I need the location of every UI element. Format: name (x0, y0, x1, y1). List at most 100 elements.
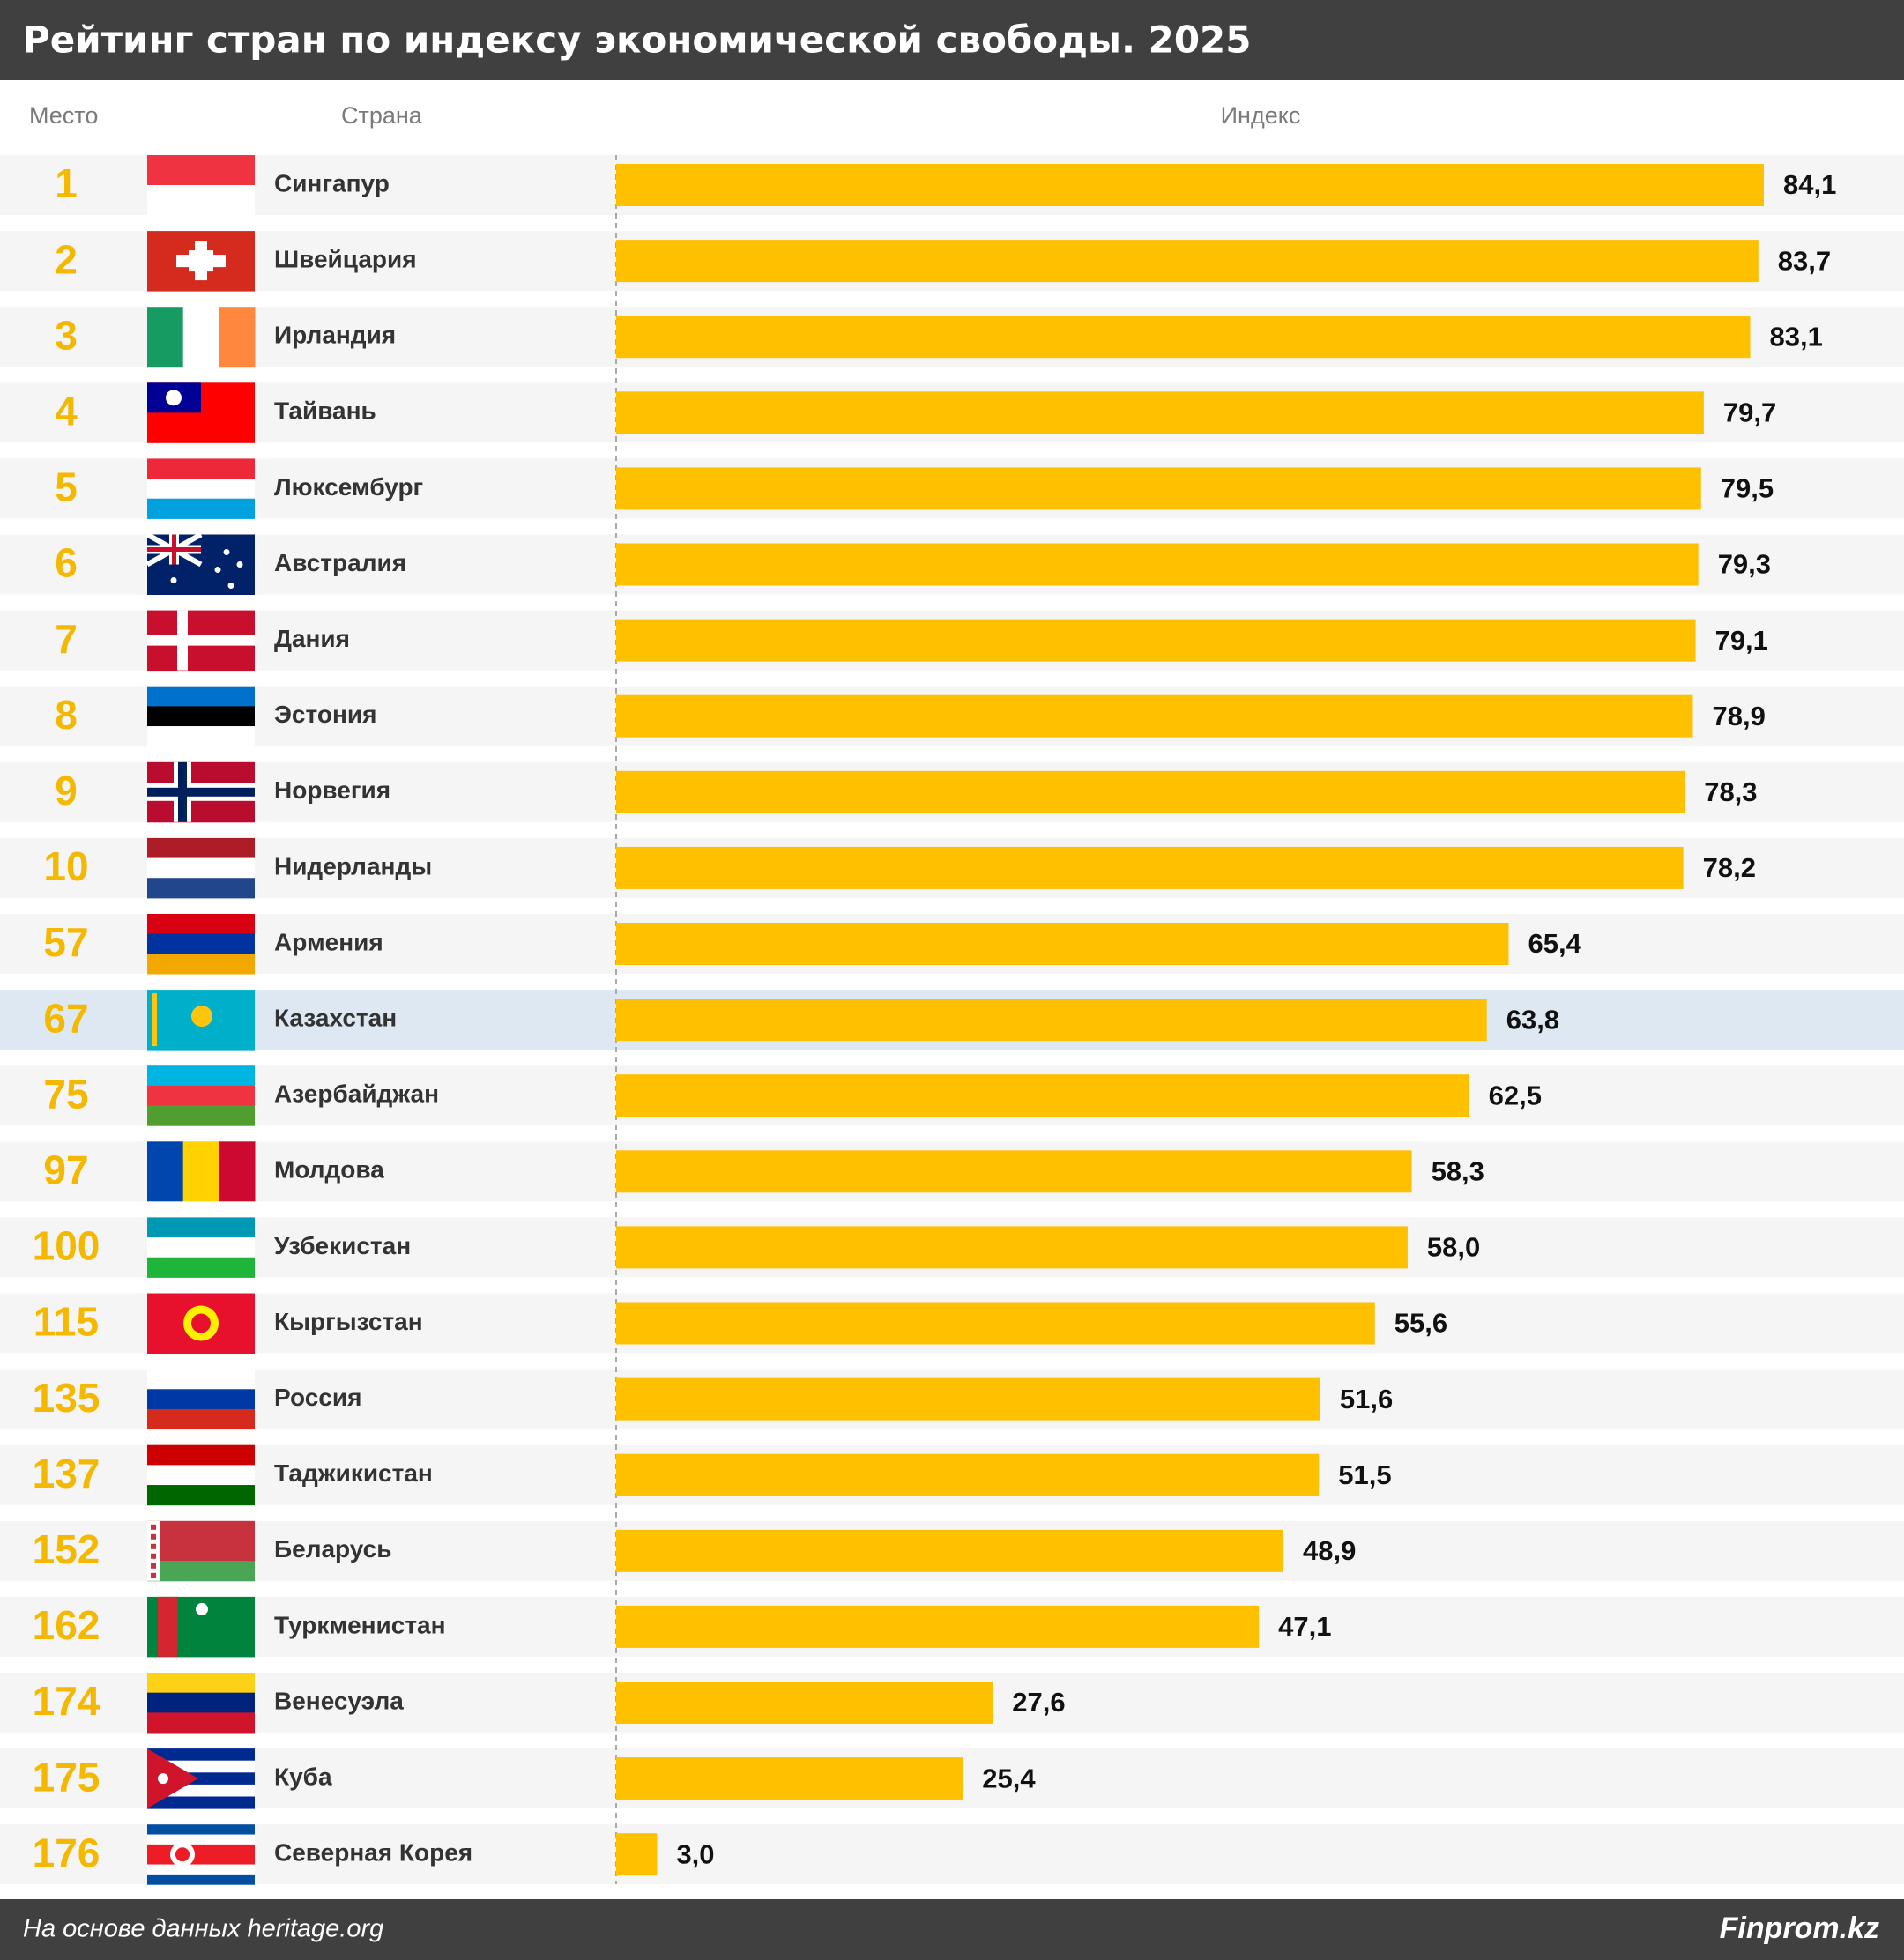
flag-stripe (147, 858, 255, 879)
flag-detail (158, 1596, 177, 1657)
rank: 10 (43, 843, 88, 889)
flag (147, 1444, 255, 1506)
bar (616, 467, 1701, 510)
flag-stripe (147, 933, 255, 954)
bar (616, 1529, 1284, 1572)
value-label: 58,3 (1432, 1155, 1484, 1186)
rank: 175 (33, 1754, 100, 1800)
rank: 135 (33, 1375, 100, 1421)
flag-stripe (147, 1237, 255, 1258)
value-label: 79,7 (1723, 397, 1776, 427)
flag-detail (151, 1524, 156, 1530)
flag-stripe (219, 307, 256, 368)
country-name: Куба (274, 1763, 332, 1790)
rank: 1 (55, 160, 78, 206)
rank: 115 (33, 1299, 99, 1345)
flag-stripe (147, 1854, 255, 1866)
rank: 75 (43, 1071, 88, 1117)
country-name: Азербайджан (274, 1080, 439, 1108)
bar (616, 543, 1699, 586)
rank: 174 (33, 1678, 100, 1724)
flag-detail (151, 1572, 156, 1578)
value-label: 78,9 (1712, 701, 1765, 731)
flag-detail (170, 577, 177, 583)
bar (616, 694, 1693, 738)
country-name: Северная Корея (274, 1839, 472, 1867)
rank: 7 (55, 616, 78, 662)
flag-stripe (147, 1485, 255, 1506)
flag-stripe (147, 1796, 255, 1809)
flag-stripe (147, 1673, 255, 1694)
rank: 2 (55, 236, 78, 282)
country-name: Дания (274, 625, 350, 652)
flag (147, 1293, 255, 1354)
flag (147, 382, 255, 443)
flag-stripe (147, 1844, 255, 1855)
flag-stripe (147, 155, 255, 186)
flag-stripe (147, 1864, 255, 1875)
rank: 5 (55, 464, 78, 510)
rank: 6 (55, 540, 78, 586)
flag-stripe (147, 1692, 255, 1713)
rank: 4 (55, 388, 78, 434)
country-name: Люксембург (274, 473, 423, 501)
chart-title: Рейтинг стран по индексу экономической с… (23, 19, 1252, 62)
bar (616, 1453, 1320, 1496)
rank: 9 (55, 768, 78, 813)
flag-stripe (147, 1141, 184, 1202)
value-label: 63,8 (1506, 1004, 1559, 1035)
flag-detail (196, 1602, 208, 1615)
flag-detail (151, 1533, 156, 1540)
flag-stripe (182, 1141, 219, 1202)
country-name: Эстония (274, 701, 376, 728)
flag (147, 1520, 255, 1582)
bar (616, 619, 1696, 662)
flag-stripe (147, 1712, 255, 1734)
country-name: Туркменистан (274, 1611, 446, 1638)
country-name: Таджикистан (274, 1459, 433, 1487)
country-name: Швейцария (274, 245, 417, 272)
flag-stripe (147, 498, 255, 519)
flag (147, 1673, 255, 1734)
flag-detail (151, 1553, 156, 1559)
flag-stripe (147, 1217, 255, 1238)
flag (145, 531, 255, 595)
flag-stripe (147, 837, 255, 859)
flag-stripe (147, 1389, 255, 1410)
brand: Finprom.kz (1720, 1912, 1879, 1945)
flag (147, 458, 255, 519)
value-label: 79,1 (1715, 625, 1768, 656)
flag-stripe (147, 914, 255, 935)
flag-stripe (147, 878, 255, 899)
value-label: 79,3 (1718, 549, 1771, 580)
flag (147, 231, 255, 292)
flag (147, 837, 255, 899)
flag-stripe (147, 1748, 255, 1762)
flag-stripe (147, 726, 255, 747)
rank: 3 (55, 312, 78, 358)
value-label: 3,0 (676, 1838, 714, 1869)
value-label: 55,6 (1395, 1308, 1447, 1339)
bar (616, 923, 1509, 965)
flag-stripe (147, 1257, 255, 1278)
flag-detail (227, 583, 234, 589)
bar (616, 1682, 993, 1724)
value-label: 83,1 (1770, 321, 1823, 352)
flag (147, 155, 255, 216)
value-label: 78,3 (1704, 776, 1757, 807)
source: На основе данных heritage.org (23, 1915, 383, 1943)
flag-detail (147, 1520, 160, 1581)
value-label: 79,5 (1721, 473, 1774, 504)
flag-detail (151, 1563, 156, 1569)
flag-detail (214, 567, 221, 573)
rank: 100 (33, 1223, 100, 1269)
country-name: Сингапур (274, 169, 390, 197)
value-label: 51,6 (1340, 1384, 1393, 1414)
flag (147, 1748, 255, 1809)
bar (616, 1226, 1408, 1269)
flag-stripe (147, 1369, 255, 1390)
bar (616, 240, 1759, 283)
rank: 162 (33, 1602, 100, 1648)
flag-detail (166, 390, 182, 406)
flag-stripe (147, 954, 255, 975)
